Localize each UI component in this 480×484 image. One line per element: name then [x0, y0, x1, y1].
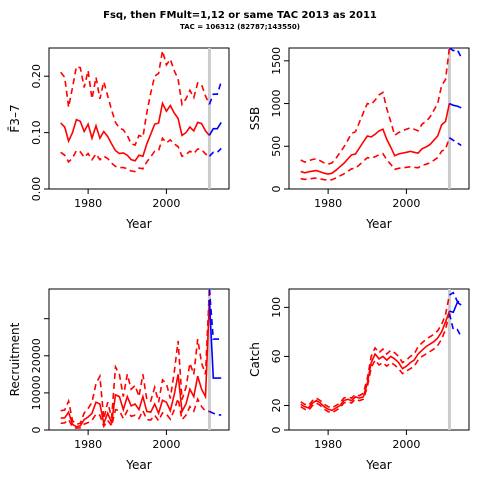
recruitment-x-tick-label: 1980 — [74, 438, 102, 451]
catch-y-tick-label: 0 — [270, 427, 283, 434]
fbar-y-axis-label: F̄3–7 — [8, 104, 22, 132]
fbar-frame — [48, 47, 230, 190]
catch-upper-line — [300, 294, 451, 409]
fbar-projection-lower-line — [208, 147, 222, 157]
fbar-x-tick-label: 1980 — [74, 197, 102, 210]
fbar-estimate-line — [60, 100, 211, 162]
fbar-series-group — [60, 50, 222, 173]
recruitment-x-axis-label: Year — [125, 458, 151, 472]
fbar-upper-line — [60, 50, 211, 146]
catch-estimate-line — [300, 310, 451, 412]
fbar-x-tick-label: 2000 — [152, 197, 180, 210]
ssb-y-tick-label: 1000 — [270, 90, 283, 118]
catch-y-tick-label: 100 — [270, 297, 283, 318]
recruitment-y-tick-label: 10000 — [30, 375, 43, 410]
recruitment-y-tick-label: 20000 — [30, 338, 43, 373]
catch-projection-upper-line — [448, 291, 462, 304]
catch-x-tick-label: 1980 — [314, 438, 342, 451]
fbar-y-tick-label: 0.00 — [30, 177, 43, 202]
figure-subtitle: TAC = 106312 (82787;143550) — [180, 23, 300, 31]
ssb-frame — [288, 47, 470, 190]
ssb-lower-line — [300, 137, 451, 182]
catch-x-tick-label: 2000 — [392, 438, 420, 451]
ssb-y-tick-label: 0 — [270, 186, 283, 193]
ssb-upper-line — [300, 48, 451, 166]
ssb-x-tick-label: 1980 — [314, 197, 342, 210]
fbar-y-tick-label: 0.20 — [30, 64, 43, 89]
fbar-projection-upper-line — [208, 81, 222, 105]
recruitment-y-tick-label: 0 — [30, 427, 43, 434]
recruitment-projection-upper-line — [208, 289, 222, 340]
catch-lower-line — [300, 313, 451, 414]
fbar-projection-estimate-line — [208, 121, 222, 136]
ssb-projection-lower-line — [448, 137, 462, 147]
catch-projection-estimate-line — [449, 301, 462, 314]
ssb-estimate-line — [300, 103, 451, 175]
recruitment-y-axis-label: Recruitment — [8, 322, 22, 396]
panel-fbar: 1980 2000 0.00 0.10 0.20 Year F̄3–7 — [8, 47, 230, 231]
recruitment-series-group — [60, 289, 222, 429]
ssb-y-tick-label: 500 — [270, 136, 283, 157]
recruitment-projection-estimate-line — [208, 300, 222, 379]
catch-frame — [288, 288, 470, 431]
catch-y-axis-label: Catch — [248, 342, 262, 377]
figure-title: Fsq, then FMult=1,12 or same TAC 2013 as… — [103, 10, 377, 21]
catch-projection-lower-line — [448, 313, 462, 338]
recruitment-projection-lower-line — [209, 410, 222, 416]
ssb-y-tick-label: 1500 — [270, 47, 283, 75]
ssb-x-axis-label: Year — [365, 217, 391, 231]
recruitment-lower-line — [60, 395, 210, 429]
recruitment-frame — [48, 288, 230, 431]
catch-x-axis-label: Year — [365, 458, 391, 472]
fbar-x-axis-label: Year — [125, 217, 151, 231]
catch-y-tick-label: 60 — [270, 349, 283, 363]
fbar-y-tick-label: 0.10 — [30, 120, 43, 145]
ssb-x-tick-label: 2000 — [392, 197, 420, 210]
panel-catch: 1980 2000 0 20 60 100 Year Catch — [248, 288, 470, 472]
catch-y-tick-label: 20 — [270, 398, 283, 412]
catch-series-group — [300, 291, 462, 414]
ssb-series-group — [300, 48, 462, 182]
recruitment-x-tick-label: 2000 — [152, 438, 180, 451]
recruitment-estimate-line — [60, 300, 211, 428]
fbar-lower-line — [60, 136, 210, 173]
ssb-projection-estimate-line — [449, 102, 462, 109]
ssb-projection-upper-line — [448, 48, 462, 58]
panel-ssb: 1980 2000 0 500 1000 1500 Year SSB — [248, 47, 470, 231]
ssb-y-axis-label: SSB — [248, 107, 262, 130]
